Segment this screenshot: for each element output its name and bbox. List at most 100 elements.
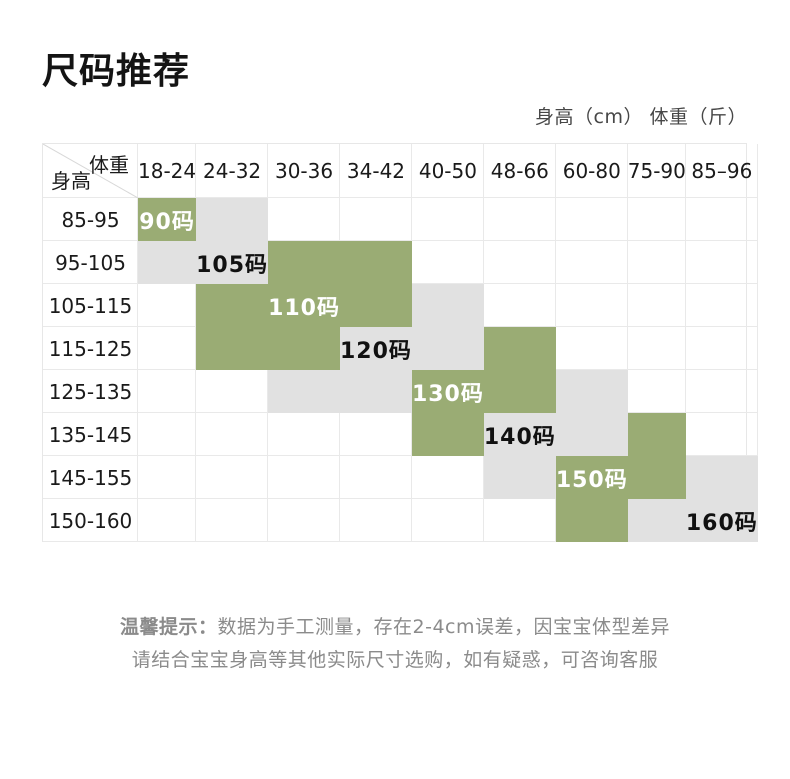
- size-cell: 140码: [483, 413, 556, 456]
- size-cell: [196, 284, 269, 327]
- size-cell: [340, 456, 412, 499]
- height-header-cell: 135-145: [43, 413, 138, 456]
- size-cell: [555, 413, 628, 456]
- size-cell: [483, 370, 556, 413]
- height-header-cell: 145-155: [43, 456, 138, 499]
- size-cell: [138, 499, 196, 542]
- size-table: 体重 身高 18-24 24-32 30-36 34-42 40-50 48-66 60-8…: [42, 143, 758, 542]
- size-cell: [628, 198, 686, 241]
- size-cell: [340, 284, 412, 327]
- size-cell: [483, 456, 556, 499]
- size-label: 105码: [196, 252, 269, 278]
- page-title: 尺码推荐: [42, 51, 191, 92]
- weight-header-cell: 24-32: [196, 144, 268, 198]
- size-cell: 120码: [340, 327, 412, 370]
- size-cell: [196, 370, 268, 413]
- size-cell: [686, 241, 758, 284]
- size-label: 130码: [411, 381, 484, 407]
- size-cell: [483, 327, 556, 370]
- size-cell: [686, 284, 758, 327]
- size-cell: [555, 499, 628, 542]
- size-cell: [268, 198, 340, 241]
- height-header-cell: 125-135: [43, 370, 138, 413]
- size-cell: [686, 370, 758, 413]
- tips-line-1-text: 数据为手工测量，存在2-4cm误差，因宝宝体型差异: [217, 616, 670, 638]
- size-cell: 105码: [196, 241, 269, 284]
- size-cell: 150码: [555, 456, 628, 499]
- size-cell: [196, 499, 268, 542]
- size-cell: [685, 456, 758, 499]
- size-cell: [556, 198, 628, 241]
- size-cell: [340, 413, 412, 456]
- size-cell: [556, 327, 628, 370]
- size-cell: [484, 241, 556, 284]
- size-cell: [484, 284, 556, 327]
- size-cell: [628, 327, 686, 370]
- corner-height-label: 身高: [51, 169, 91, 193]
- weight-header-cell: 40-50: [412, 144, 484, 198]
- size-cell: [686, 413, 758, 456]
- size-cell: [138, 456, 196, 499]
- size-cell: [340, 370, 412, 413]
- height-header-cell: 115-125: [43, 327, 138, 370]
- size-cell: 130码: [411, 370, 484, 413]
- size-cell: [268, 370, 340, 413]
- diagonal-divider-line: [43, 144, 138, 198]
- size-cell: [484, 499, 556, 542]
- size-cell: [268, 413, 340, 456]
- size-cell: [411, 413, 484, 456]
- size-cell: [556, 284, 628, 327]
- weight-header-cell: 34-42: [340, 144, 412, 198]
- size-cell: [196, 413, 268, 456]
- size-cell: [196, 327, 269, 370]
- weight-header-cell: 30-36: [268, 144, 340, 198]
- weight-header-cell: 18-24: [138, 144, 196, 198]
- tips-line-1: 温馨提示：数据为手工测量，存在2-4cm误差，因宝宝体型差异: [0, 611, 790, 644]
- size-cell: 90码: [138, 198, 197, 241]
- tips-line-2: 请结合宝宝身高等其他实际尺寸选购，如有疑惑，可咨询客服: [131, 649, 659, 671]
- table-corner-cell: 体重 身高: [43, 144, 138, 198]
- size-label: 160码: [685, 510, 758, 536]
- corner-weight-label: 体重: [89, 153, 129, 177]
- size-cell: [196, 198, 269, 241]
- size-cell: [627, 499, 686, 542]
- units-label: 身高（cm） 体重（斤）: [535, 106, 747, 128]
- size-cell: [686, 198, 758, 241]
- size-cell: [138, 284, 196, 327]
- size-cell: [340, 198, 412, 241]
- size-cell: [340, 241, 412, 284]
- size-label: 140码: [483, 424, 556, 450]
- size-cell: [556, 241, 628, 284]
- tips-prefix: 温馨提示：: [119, 616, 218, 638]
- height-header-cell: 105-115: [43, 284, 138, 327]
- size-label: 110码: [268, 295, 340, 321]
- size-cell: [268, 327, 340, 370]
- weight-header-cell: 48-66: [484, 144, 556, 198]
- size-cell: [627, 456, 686, 499]
- size-cell: [268, 456, 340, 499]
- size-cell: [411, 284, 484, 327]
- size-label: 120码: [340, 338, 412, 364]
- size-cell: [412, 198, 484, 241]
- size-cell: [686, 327, 758, 370]
- size-cell: [340, 499, 412, 542]
- height-header-cell: 150-160: [43, 499, 138, 542]
- size-cell: [628, 370, 686, 413]
- size-cell: [268, 499, 340, 542]
- size-cell: [628, 241, 686, 284]
- tips-note: 温馨提示：数据为手工测量，存在2-4cm误差，因宝宝体型差异 请结合宝宝身高等其…: [0, 611, 790, 677]
- size-cell: [138, 327, 196, 370]
- size-cell: [196, 456, 268, 499]
- size-cell: [412, 241, 484, 284]
- height-header-cell: 95-105: [43, 241, 138, 284]
- size-cell: 110码: [268, 284, 340, 327]
- size-label: 150码: [555, 467, 628, 493]
- size-cell: [555, 370, 628, 413]
- size-cell: [412, 456, 484, 499]
- size-cell: 160码: [685, 499, 758, 542]
- size-cell: [412, 499, 484, 542]
- weight-header-cell: 85–96: [686, 144, 758, 198]
- size-cell: [411, 327, 484, 370]
- size-cell: [138, 241, 197, 284]
